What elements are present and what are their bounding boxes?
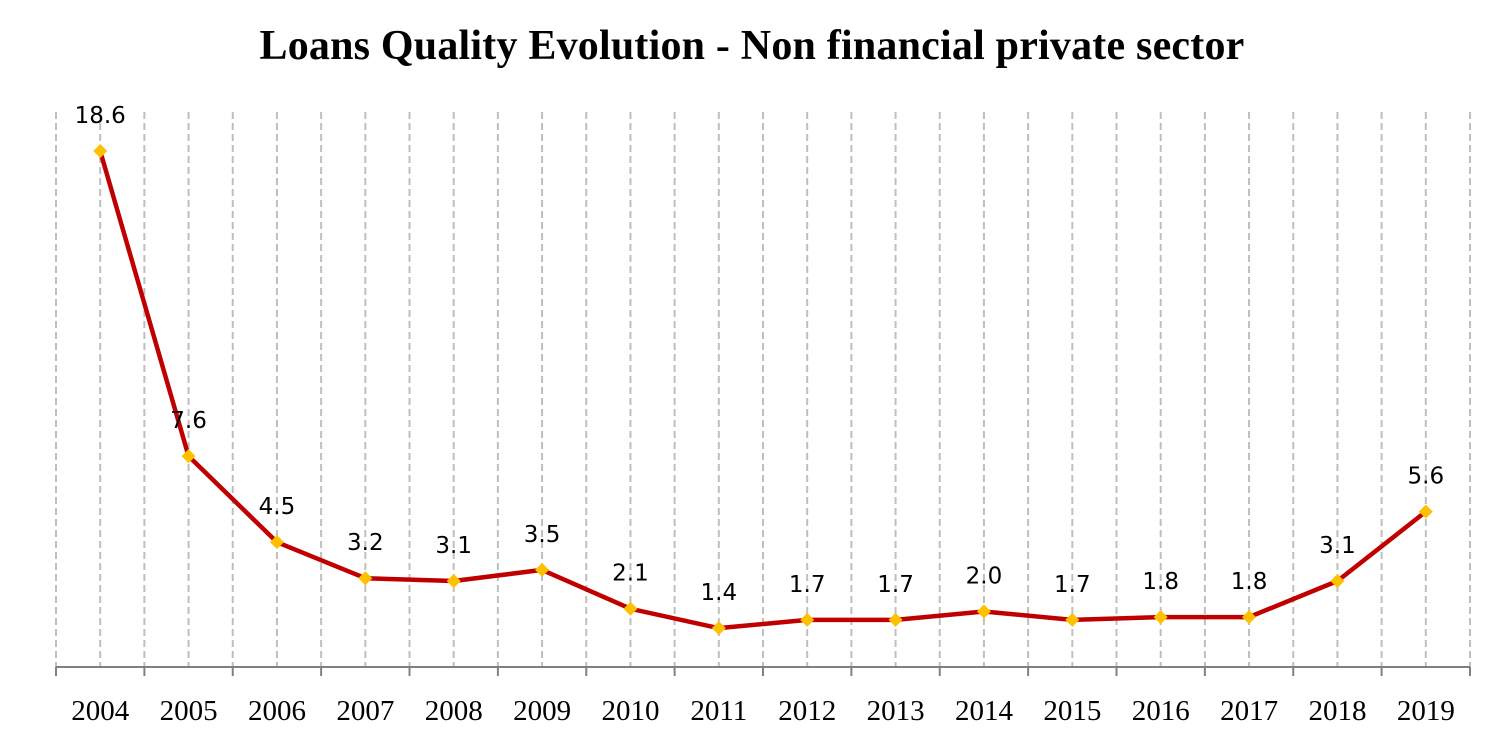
data-label: 1.7: [789, 572, 826, 598]
data-label: 18.6: [75, 103, 126, 129]
x-tick-label: 2013: [867, 695, 925, 727]
data-label: 3.5: [524, 522, 561, 548]
data-point-marker: [800, 612, 815, 627]
data-label: 3.1: [435, 533, 472, 559]
data-point-marker: [181, 449, 196, 464]
data-label: 4.5: [259, 494, 296, 520]
series: [93, 144, 1433, 636]
x-tick-label: 2010: [601, 695, 659, 727]
series-line: [98, 150, 1428, 631]
data-point-marker: [1242, 610, 1257, 625]
data-point-marker: [623, 601, 638, 616]
data-point-marker: [446, 574, 461, 588]
data-point-marker: [93, 144, 108, 158]
data-point-marker: [1418, 504, 1433, 519]
data-point-marker: [888, 612, 903, 627]
data-label: 3.2: [347, 530, 384, 556]
data-point-marker: [976, 604, 991, 619]
x-tick-label: 2007: [336, 695, 394, 727]
x-tick-labels: 2004 2005 2006 2007 2008 2009 2010 2011 2012 2013…: [71, 695, 1455, 727]
data-label: 2.1: [612, 561, 649, 587]
data-label: 3.1: [1319, 533, 1356, 559]
data-label: 1.8: [1142, 569, 1179, 595]
data-point-marker: [1153, 610, 1168, 625]
chart-title: Loans Quality Evolution - Non financial …: [259, 23, 1245, 69]
x-tick-label: 2011: [690, 695, 747, 727]
x-tick-label: 2014: [955, 695, 1014, 727]
x-tick-label: 2016: [1132, 695, 1190, 727]
x-tick-label: 2017: [1220, 695, 1278, 727]
data-point-marker: [1330, 574, 1345, 588]
data-point-marker: [711, 621, 726, 636]
x-tick-label: 2008: [425, 695, 483, 727]
data-label: 5.6: [1408, 464, 1445, 490]
data-label: 1.8: [1231, 569, 1268, 595]
data-label: 1.7: [877, 572, 914, 598]
x-tick-label: 2006: [248, 695, 306, 727]
data-labels: 18.6 7.6 4.5 3.2 3.1 3.5 2.1 1.4 1.7 1.7 2.0 1.7 1.8…: [75, 103, 1445, 606]
data-label: 7.6: [170, 408, 207, 434]
x-tick-label: 2004: [71, 695, 130, 727]
x-tick-label: 2015: [1043, 695, 1101, 727]
data-label: 2.0: [966, 564, 1003, 590]
x-tick-label: 2019: [1397, 695, 1455, 727]
x-tick-label: 2012: [778, 695, 836, 727]
data-label: 1.4: [701, 580, 738, 606]
data-point-marker: [535, 562, 550, 577]
data-point-marker: [358, 571, 373, 586]
data-point-marker: [269, 535, 284, 550]
x-axis: [55, 666, 1471, 676]
data-point-marker: [1065, 612, 1080, 627]
x-tick-label: 2018: [1308, 695, 1366, 727]
x-tick-label: 2005: [160, 695, 218, 727]
data-label: 1.7: [1054, 572, 1091, 598]
x-tick-label: 2009: [513, 695, 571, 727]
